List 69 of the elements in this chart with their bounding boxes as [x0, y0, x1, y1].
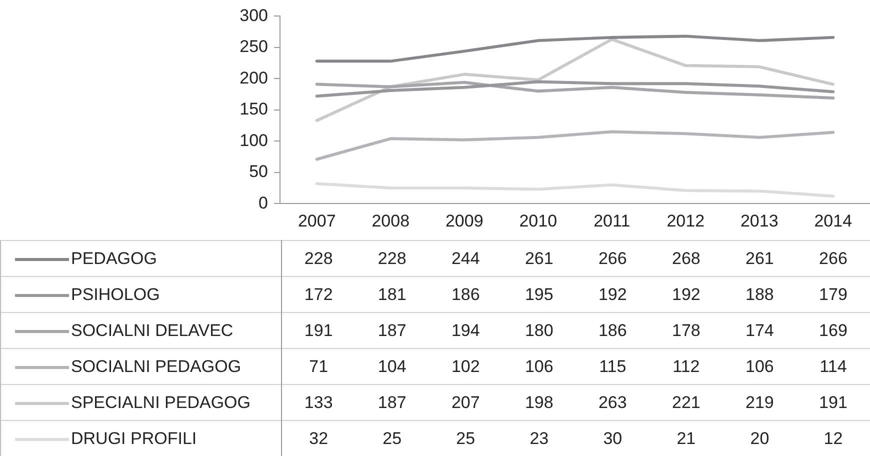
data-label: 112	[649, 348, 723, 384]
data-label: 228	[281, 240, 356, 276]
data-label: 198	[502, 384, 576, 420]
data-label: 106	[722, 348, 796, 384]
x-tick-label: 2011	[594, 211, 630, 230]
data-label: 263	[576, 384, 650, 420]
data-label: 219	[722, 384, 796, 420]
legend-label: SOCIALNI DELAVEC	[71, 320, 234, 340]
data-label: 244	[428, 240, 502, 276]
data-label: 174	[722, 312, 796, 348]
data-label: 187	[355, 312, 429, 348]
legend-label: DRUGI PROFILI	[71, 428, 197, 448]
data-label: 71	[281, 348, 356, 384]
data-label: 20	[722, 420, 796, 456]
data-label: 194	[428, 312, 502, 348]
data-label: 187	[355, 384, 429, 420]
data-label: 114	[796, 348, 870, 384]
y-tick-label: 300	[240, 6, 268, 25]
data-label: 106	[502, 348, 576, 384]
data-label: 188	[722, 276, 796, 312]
data-label: 172	[281, 276, 356, 312]
data-label: 207	[428, 384, 502, 420]
data-label: 180	[502, 312, 576, 348]
data-label: 192	[576, 276, 650, 312]
y-tick-label: 50	[249, 162, 268, 182]
x-tick-label: 2012	[666, 211, 705, 230]
x-tick-label: 2008	[372, 211, 410, 230]
data-label: 181	[355, 276, 429, 312]
x-tick-label: 2014	[814, 211, 852, 230]
data-label: 261	[502, 240, 576, 276]
data-label: 268	[649, 240, 723, 276]
data-label: 169	[796, 312, 870, 348]
x-tick-label: 2007	[298, 211, 336, 230]
data-label: 192	[649, 276, 723, 312]
data-label: 178	[649, 312, 723, 348]
y-tick-label: 100	[240, 130, 268, 150]
data-label: 191	[796, 384, 870, 420]
data-label: 102	[428, 348, 502, 384]
data-label: 195	[502, 276, 576, 312]
x-tick-label: 2013	[740, 211, 778, 230]
data-label: 23	[502, 420, 576, 456]
x-tick-label: 2009	[445, 211, 484, 230]
data-label: 228	[355, 240, 429, 276]
data-label: 221	[649, 384, 723, 420]
legend-label: SOCIALNI PEDAGOG	[71, 356, 242, 376]
data-label: 191	[281, 312, 356, 348]
data-label: 266	[576, 240, 650, 276]
data-label: 266	[796, 240, 870, 276]
y-tick-label: 250	[240, 37, 268, 56]
data-label: 115	[576, 348, 650, 384]
data-label: 186	[576, 312, 650, 348]
data-label: 179	[796, 276, 870, 312]
data-label: 21	[649, 420, 723, 456]
y-tick-label: 150	[240, 100, 268, 119]
data-label: 186	[428, 276, 502, 312]
data-label: 30	[576, 420, 650, 456]
data-label: 133	[281, 384, 356, 420]
legend-label: SPECIALNI PEDAGOG	[71, 392, 250, 412]
y-tick-label: 200	[240, 68, 268, 88]
data-label: 104	[355, 348, 429, 384]
x-tick-label: 2010	[519, 211, 558, 230]
legend-label: PEDAGOG	[71, 248, 157, 268]
data-label: 25	[428, 420, 502, 456]
data-label: 261	[722, 240, 796, 276]
data-label: 12	[796, 420, 870, 456]
data-label: 25	[355, 420, 429, 456]
data-label: 32	[281, 420, 356, 456]
y-tick-label: 0	[258, 193, 268, 212]
legend-label: PSIHOLOG	[71, 284, 160, 304]
